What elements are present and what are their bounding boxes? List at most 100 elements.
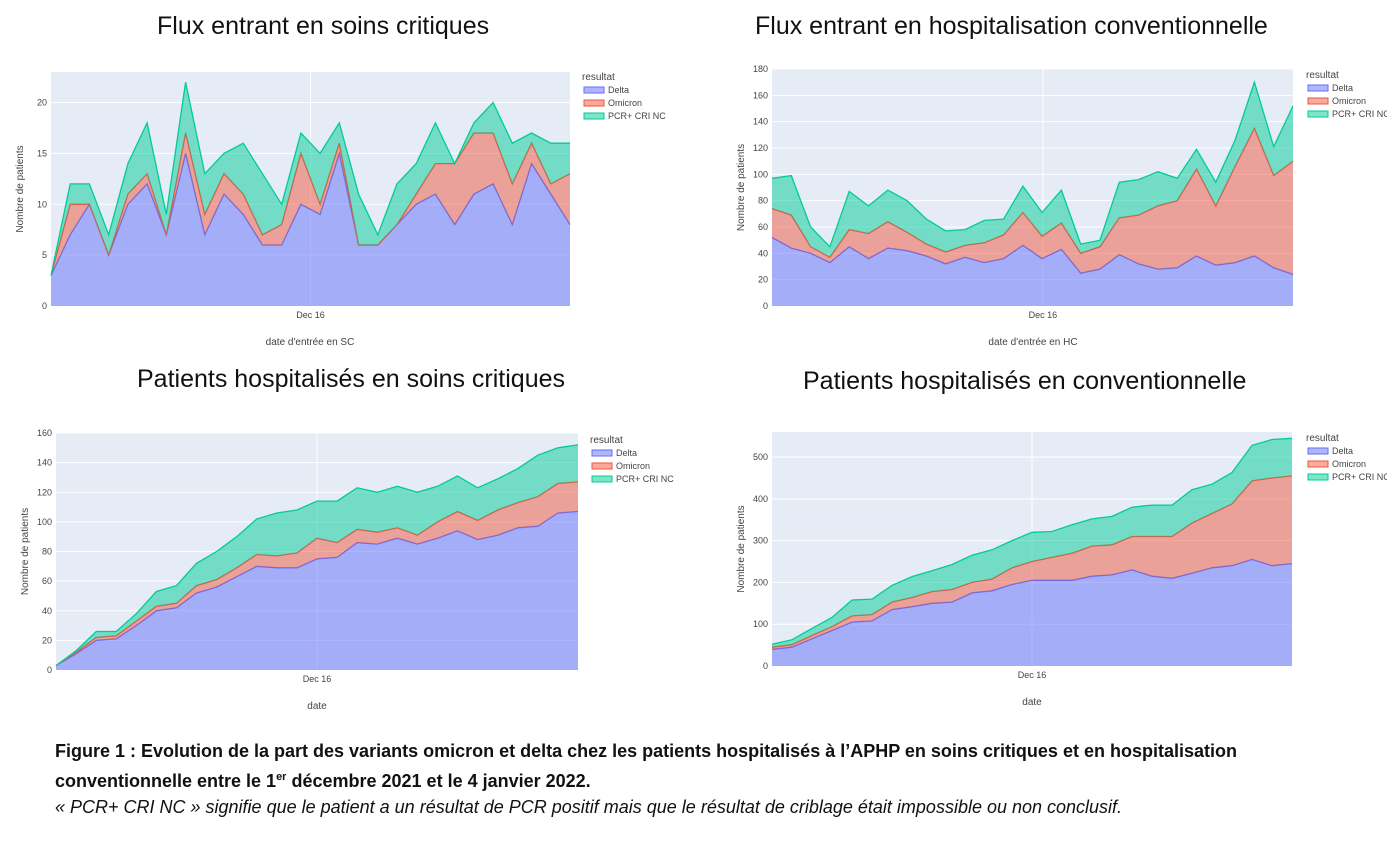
legend-swatch-pcr-cri-nc <box>583 112 605 120</box>
y-tick-label: 100 <box>37 517 52 527</box>
caption-title-end: décembre 2021 et le 4 janvier 2022. <box>286 771 591 791</box>
y-tick-label: 20 <box>37 98 47 108</box>
area-pcr-cri-nc <box>56 444 578 666</box>
legend-swatch-omicron <box>1307 97 1329 105</box>
caption-title: Figure 1 : Evolution de la part des vari… <box>55 738 1365 794</box>
legend-swatch-omicron <box>1307 460 1329 468</box>
caption-title-text: Figure 1 : Evolution de la part des vari… <box>55 741 1237 791</box>
y-tick-label: 500 <box>753 452 768 462</box>
y-tick-label: 40 <box>758 248 768 258</box>
legend-label-delta: Delta <box>608 85 629 95</box>
legend-label-pcr-cri-nc: PCR+ CRI NC <box>1332 472 1387 482</box>
y-tick-label: 15 <box>37 148 47 158</box>
y-tick-label: 140 <box>753 117 768 127</box>
y-axis-title: Nombre de patients <box>736 144 747 231</box>
y-tick-label: 80 <box>758 196 768 206</box>
y-tick-label: 60 <box>758 222 768 232</box>
y-tick-label: 5 <box>42 250 47 260</box>
legend-swatch-delta <box>1307 84 1329 92</box>
area-omicron <box>51 133 570 276</box>
y-tick-label: 120 <box>37 487 52 497</box>
y-axis-title: Nombre de patients <box>736 505 747 592</box>
legend-swatch-pcr-cri-nc <box>591 475 613 483</box>
x-axis-title: date <box>307 701 327 712</box>
area-pcr-cri-nc <box>51 82 570 276</box>
area-delta <box>51 153 570 306</box>
x-tick-label: Dec 16 <box>1018 670 1047 680</box>
x-axis-title: date d'entrée en HC <box>988 337 1077 348</box>
y-tick-label: 80 <box>42 547 52 557</box>
area-delta <box>772 237 1293 306</box>
chart-patients-soins-critiques: 0 20 40 60 80 100 120 140 160 Dec 16 Nombre de pat… <box>20 428 674 712</box>
area-omicron <box>56 481 578 666</box>
chart-title-flux-hc: Flux entrant en hospitalisation conventi… <box>755 12 1268 40</box>
y-tick-label: 10 <box>37 199 47 209</box>
legend-label-delta: Delta <box>1332 83 1353 93</box>
legend-swatch-omicron <box>591 462 613 470</box>
area-omicron <box>772 128 1293 275</box>
x-tick-label: Dec 16 <box>296 310 325 320</box>
legend-label-pcr-cri-nc: PCR+ CRI NC <box>616 474 674 484</box>
y-axis-title: Nombre de patients <box>20 508 31 595</box>
chart-patients-conventionnelle: 0 100 200 300 400 500 Dec 16 Nombre de patients… <box>736 432 1387 708</box>
x-tick-label: Dec 16 <box>1029 310 1058 320</box>
area-pcr-cri-nc <box>772 82 1293 258</box>
y-tick-label: 20 <box>42 635 52 645</box>
legend-label-delta: Delta <box>1332 446 1353 456</box>
chart-title-patients-hc: Patients hospitalisés en conventionnelle <box>803 367 1247 395</box>
line-omicron <box>55 481 579 667</box>
y-tick-label: 0 <box>47 665 52 675</box>
legend-label-omicron: Omicron <box>616 461 650 471</box>
line-pcr-cri-nc <box>771 437 1293 645</box>
chart-flux-hospitalisation-conventionnelle: 0 20 40 60 80 100 120 140 160 180 Dec 16 Nombre de … <box>736 64 1387 348</box>
area-delta <box>772 559 1292 666</box>
y-tick-label: 140 <box>37 458 52 468</box>
line-delta <box>55 510 579 667</box>
y-tick-label: 180 <box>753 64 768 74</box>
area-pcr-cri-nc <box>772 438 1292 648</box>
legend-label-omicron: Omicron <box>608 98 642 108</box>
legend-swatch-delta <box>1307 447 1329 455</box>
line-pcr-cri-nc <box>50 82 570 276</box>
y-tick-label: 100 <box>753 169 768 179</box>
y-tick-label: 400 <box>753 494 768 504</box>
y-tick-label: 60 <box>42 576 52 586</box>
legend-label-omicron: Omicron <box>1332 459 1366 469</box>
legend-label-pcr-cri-nc: PCR+ CRI NC <box>1332 109 1387 119</box>
legend-swatch-delta <box>583 86 605 94</box>
legend-label-delta: Delta <box>616 448 637 458</box>
y-axis-title: Nombre de patients <box>15 145 26 232</box>
x-tick-label: Dec 16 <box>303 674 332 684</box>
area-delta <box>56 511 578 670</box>
caption-superscript: er <box>276 771 287 783</box>
legend-label-pcr-cri-nc: PCR+ CRI NC <box>608 111 666 121</box>
y-tick-label: 40 <box>42 606 52 616</box>
y-tick-label: 20 <box>758 275 768 285</box>
area-omicron <box>772 475 1292 650</box>
legend-title: resultat <box>1306 433 1339 444</box>
x-axis-title: date d'entrée en SC <box>266 337 355 348</box>
legend-swatch-delta <box>591 449 613 457</box>
caption-note: « PCR+ CRI NC » signifie que le patient … <box>55 797 1123 817</box>
line-pcr-cri-nc <box>55 444 579 667</box>
legend-swatch-omicron <box>583 99 605 107</box>
line-pcr-cri-nc <box>771 80 1294 249</box>
y-tick-label: 100 <box>753 619 768 629</box>
legend-swatch-pcr-cri-nc <box>1307 473 1329 481</box>
legend-title: resultat <box>590 435 623 446</box>
x-axis-title: date <box>1022 697 1042 708</box>
chart-title-flux-sc: Flux entrant en soins critiques <box>157 12 490 40</box>
y-tick-label: 160 <box>753 90 768 100</box>
legend-label-omicron: Omicron <box>1332 96 1366 106</box>
y-tick-label: 0 <box>42 301 47 311</box>
y-tick-label: 0 <box>763 661 768 671</box>
chart-title-patients-sc: Patients hospitalisés en soins critiques <box>137 365 566 393</box>
y-tick-label: 200 <box>753 577 768 587</box>
legend-swatch-pcr-cri-nc <box>1307 110 1329 118</box>
y-tick-label: 160 <box>37 428 52 438</box>
y-tick-label: 120 <box>753 143 768 153</box>
y-tick-label: 300 <box>753 536 768 546</box>
figure-caption: Figure 1 : Evolution de la part des vari… <box>55 738 1365 820</box>
chart-flux-soins-critiques: 0 5 10 15 20 Dec 16 Nombre de patients date d'e… <box>15 72 666 348</box>
y-tick-label: 0 <box>763 301 768 311</box>
